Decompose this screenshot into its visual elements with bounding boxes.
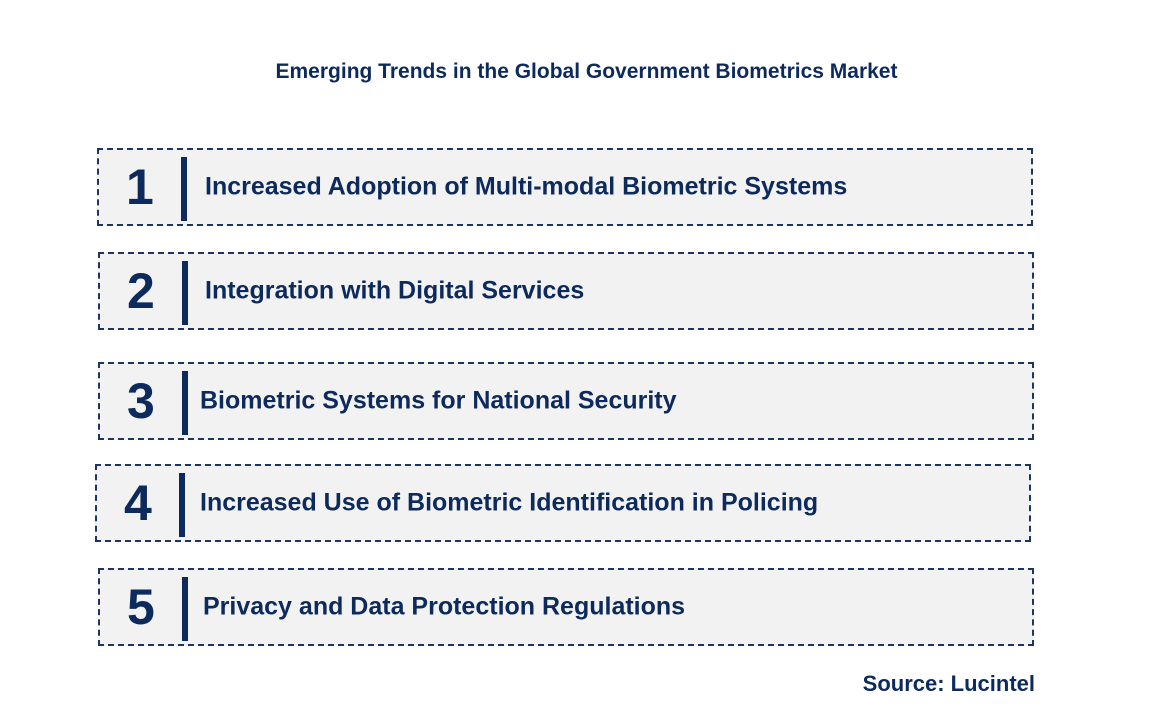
trend-divider bbox=[179, 473, 185, 537]
trend-number: 3 bbox=[127, 373, 155, 429]
trend-number: 5 bbox=[127, 579, 155, 635]
trend-divider bbox=[181, 157, 187, 221]
trend-label: Biometric Systems for National Security bbox=[200, 386, 677, 415]
trend-label: Increased Adoption of Multi-modal Biomet… bbox=[205, 172, 848, 201]
trend-item-2: 2 Integration with Digital Services bbox=[98, 252, 1034, 330]
trend-number: 4 bbox=[124, 475, 152, 531]
trend-number: 2 bbox=[127, 263, 155, 319]
trend-item-5: 5 Privacy and Data Protection Regulation… bbox=[98, 568, 1034, 646]
trend-item-4: 4 Increased Use of Biometric Identificat… bbox=[95, 464, 1031, 542]
diagram-title: Emerging Trends in the Global Government… bbox=[275, 60, 898, 83]
trend-divider bbox=[182, 261, 188, 325]
trend-item-3: 3 Biometric Systems for National Securit… bbox=[98, 362, 1034, 440]
trend-number: 1 bbox=[126, 159, 154, 215]
source-label: Source: Lucintel bbox=[862, 671, 1035, 696]
trend-label: Increased Use of Biometric Identificatio… bbox=[200, 488, 819, 517]
trend-label: Privacy and Data Protection Regulations bbox=[203, 592, 686, 621]
trend-item-1: 1 Increased Adoption of Multi-modal Biom… bbox=[97, 148, 1033, 226]
trend-label: Integration with Digital Services bbox=[205, 276, 585, 305]
trend-divider bbox=[182, 371, 188, 435]
trend-divider bbox=[182, 577, 188, 641]
